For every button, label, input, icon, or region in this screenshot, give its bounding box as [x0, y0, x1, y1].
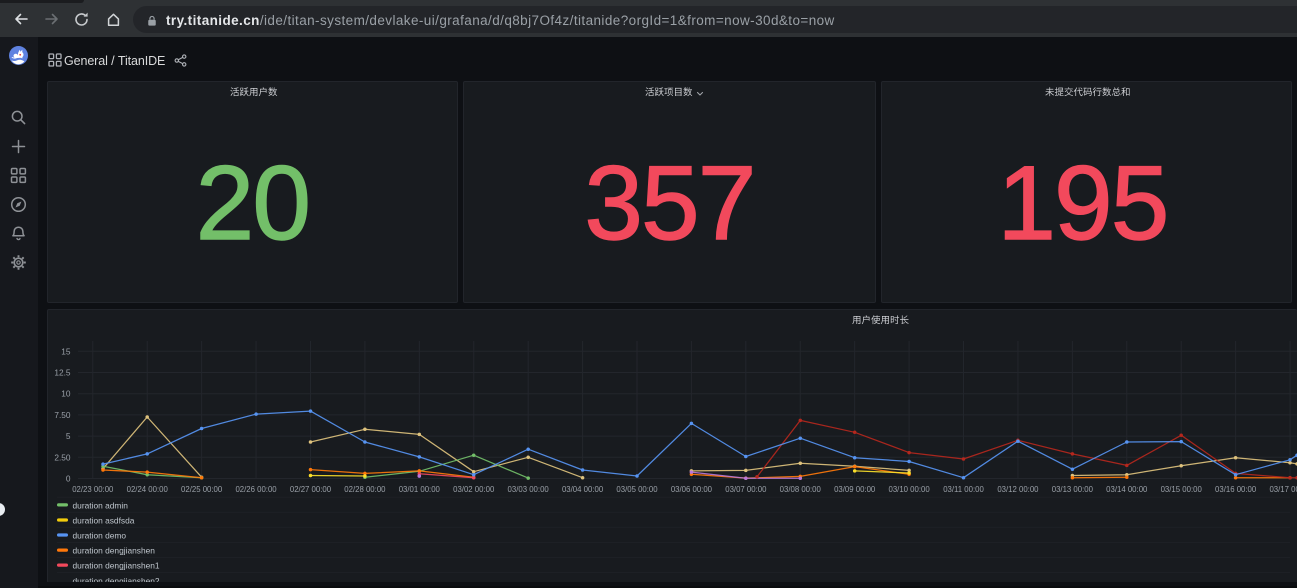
svg-text:03/15 00:00: 03/15 00:00: [1161, 485, 1203, 494]
svg-text:03/04 00:00: 03/04 00:00: [562, 485, 604, 494]
svg-text:duration dengjianshen: duration dengjianshen: [73, 546, 156, 556]
svg-text:02/23 00:00: 02/23 00:00: [72, 485, 114, 494]
svg-text:5: 5: [66, 431, 71, 441]
svg-text:02/24 00:00: 02/24 00:00: [127, 485, 169, 494]
svg-text:03/05 00:00: 03/05 00:00: [616, 485, 658, 494]
svg-text:03/07 00:00: 03/07 00:00: [725, 485, 767, 494]
svg-text:02/25 00:00: 02/25 00:00: [181, 485, 223, 494]
svg-text:03/03 00:00: 03/03 00:00: [508, 485, 550, 494]
svg-text:03/11 00:00: 03/11 00:00: [943, 485, 984, 494]
svg-text:03/08 00:00: 03/08 00:00: [780, 485, 822, 494]
svg-text:15: 15: [61, 346, 71, 356]
svg-text:12.5: 12.5: [54, 368, 71, 378]
svg-text:03/12 00:00: 03/12 00:00: [997, 485, 1039, 494]
svg-text:duration admin: duration admin: [73, 501, 129, 511]
svg-text:03/01 00:00: 03/01 00:00: [399, 485, 441, 494]
svg-text:2.50: 2.50: [54, 452, 71, 462]
svg-text:10: 10: [61, 389, 71, 399]
svg-text:0: 0: [66, 474, 71, 484]
svg-text:03/14 00:00: 03/14 00:00: [1106, 485, 1148, 494]
svg-text:duration asdfsda: duration asdfsda: [73, 516, 135, 526]
svg-text:03/10 00:00: 03/10 00:00: [888, 485, 930, 494]
svg-text:03/16 00:00: 03/16 00:00: [1215, 485, 1257, 494]
svg-text:03/13 00:00: 03/13 00:00: [1052, 485, 1094, 494]
svg-text:03/02 00:00: 03/02 00:00: [453, 485, 495, 494]
svg-text:duration dengjianshen2: duration dengjianshen2: [73, 576, 160, 583]
svg-text:03/06 00:00: 03/06 00:00: [671, 485, 713, 494]
svg-text:02/28 00:00: 02/28 00:00: [344, 485, 386, 494]
svg-text:02/27 00:00: 02/27 00:00: [290, 485, 332, 494]
svg-text:03/17 00:00: 03/17 00:00: [1269, 485, 1297, 494]
svg-text:duration demo: duration demo: [73, 531, 127, 541]
svg-text:duration dengjianshen1: duration dengjianshen1: [73, 561, 160, 571]
svg-text:02/26 00:00: 02/26 00:00: [235, 485, 277, 494]
svg-text:7.50: 7.50: [54, 410, 71, 420]
svg-text:03/09 00:00: 03/09 00:00: [834, 485, 876, 494]
